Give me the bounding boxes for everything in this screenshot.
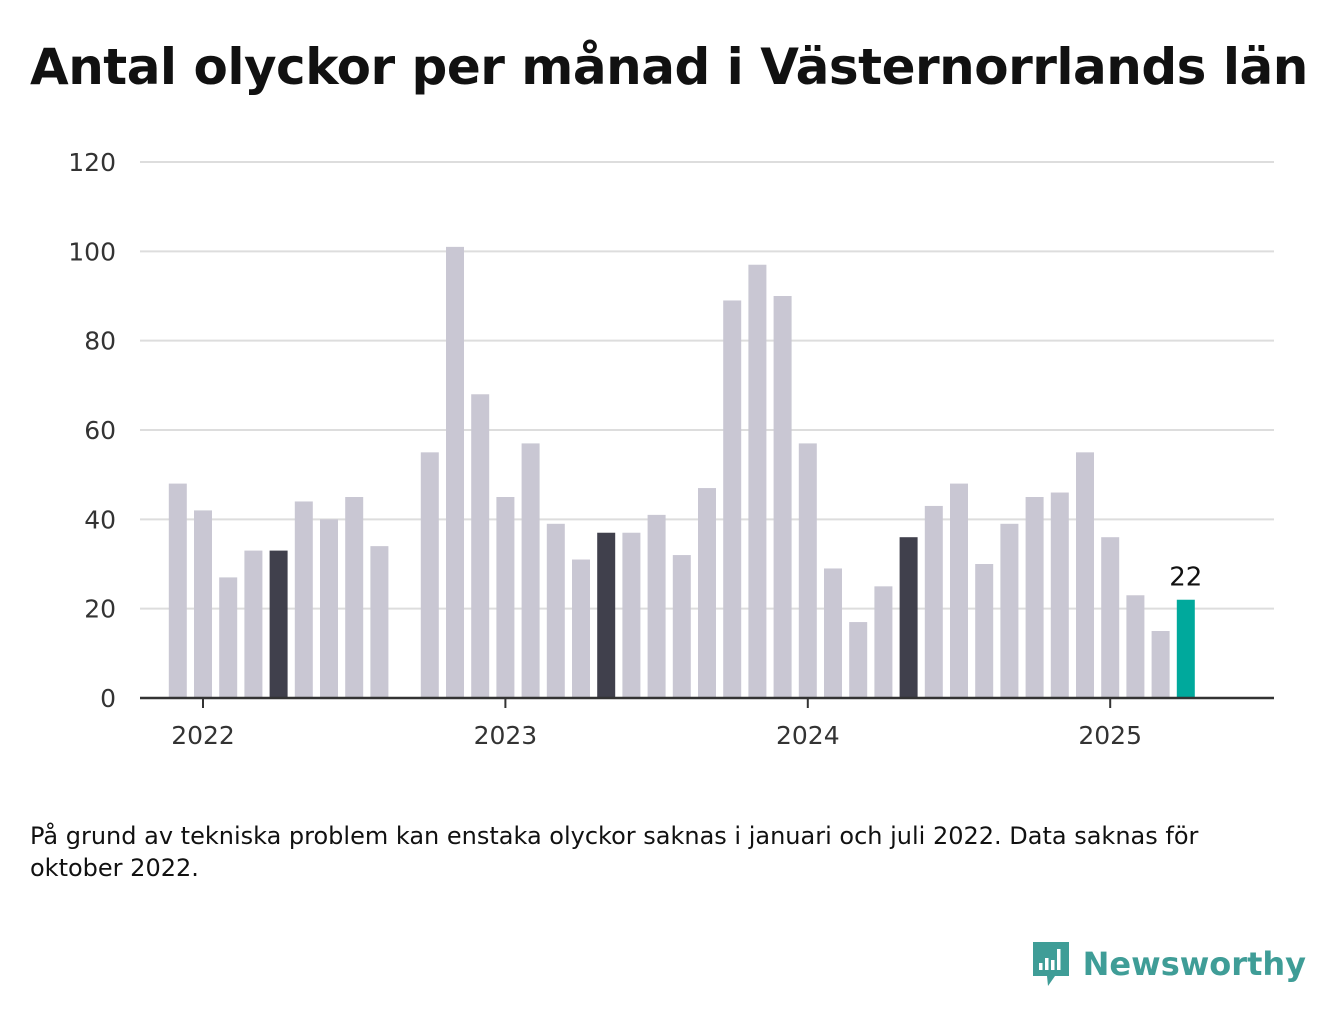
x-tick-label: 2024	[776, 721, 840, 750]
bar-2024-12	[1076, 452, 1094, 698]
bar-2023-02	[521, 443, 540, 698]
y-tick-label: 80	[84, 327, 116, 356]
y-tick-label: 40	[84, 505, 116, 534]
bar-2022-01	[194, 510, 212, 698]
bar-2023-03	[546, 523, 565, 698]
bar-2023-10	[723, 300, 742, 698]
y-tick-label: 100	[68, 237, 116, 266]
bar-2025-02	[1126, 595, 1145, 698]
y-tick-label: 60	[84, 416, 116, 445]
bar-2022-05	[294, 501, 313, 698]
x-tick-label: 2025	[1078, 721, 1142, 750]
bar-2024-08	[975, 564, 994, 698]
x-tick-label: 2022	[171, 721, 235, 750]
bar-2023-01	[496, 497, 515, 698]
bar-chart: 22 0 20 40 60 80 100 120 2022 2023 2024 2025	[68, 148, 1274, 750]
bar-2024-11	[1050, 492, 1069, 698]
bar-2025-04	[1176, 599, 1195, 698]
bar-2024-06	[924, 505, 943, 698]
bar-2023-05	[597, 532, 616, 698]
bar-2023-12	[773, 296, 792, 698]
bars	[168, 246, 1195, 698]
chart-title: Antal olyckor per månad i Västernorrland…	[30, 38, 1308, 96]
y-axis: 0 20 40 60 80 100 120	[68, 148, 116, 713]
bar-2022-11	[446, 246, 464, 698]
bar-2023-06	[622, 532, 641, 698]
bar-2022-08	[370, 546, 389, 698]
brand-name: Newsworthy	[1082, 945, 1306, 983]
bar-2023-08	[672, 555, 691, 698]
data-label: 22	[1169, 563, 1202, 593]
bar-2022-07	[345, 497, 364, 698]
bar-2024-07	[950, 483, 968, 698]
bar-2022-06	[320, 519, 338, 698]
y-tick-label: 0	[100, 684, 116, 713]
bar-2024-05	[899, 537, 918, 698]
bar-2025-03	[1151, 631, 1170, 698]
bar-2024-04	[874, 586, 893, 698]
bar-2022-10	[420, 452, 439, 698]
bar-2023-04	[572, 559, 590, 698]
bar-2024-03	[849, 622, 868, 698]
data-labels: 22	[1169, 563, 1202, 593]
newsworthy-logo-icon	[1032, 942, 1069, 986]
bar-2022-03	[244, 550, 263, 698]
bar-2024-02	[824, 568, 842, 698]
bar-2022-02	[219, 577, 238, 698]
bar-2024-10	[1025, 497, 1044, 698]
bar-2025-01	[1101, 537, 1120, 698]
brand: Newsworthy	[1031, 940, 1306, 988]
x-axis: 2022 2023 2024 2025	[140, 696, 1274, 750]
x-tick-label: 2023	[474, 721, 538, 750]
bar-2023-09	[698, 488, 716, 698]
bar-2024-01	[798, 443, 817, 698]
bar-2022-12	[471, 394, 490, 698]
bar-2023-07	[647, 514, 666, 698]
y-tick-label: 20	[84, 595, 116, 624]
bar-2024-09	[1000, 523, 1019, 698]
y-tick-label: 120	[68, 148, 116, 177]
bar-2021-12	[168, 483, 187, 698]
bar-2022-04	[269, 550, 288, 698]
bar-2023-11	[748, 264, 767, 698]
footnote: På grund av tekniska problem kan enstaka…	[30, 822, 1199, 882]
